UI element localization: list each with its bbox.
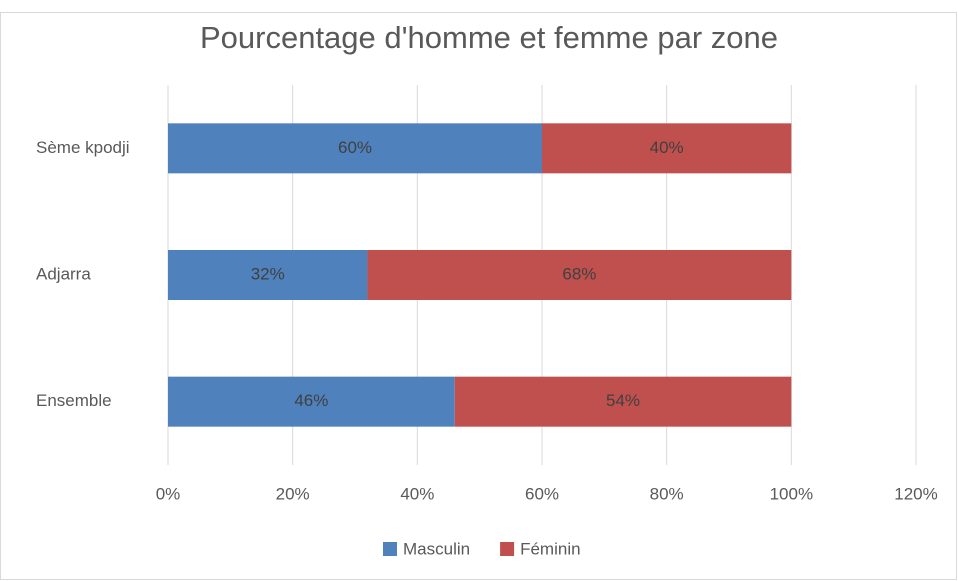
bar: [168, 123, 542, 174]
x-tick-label: 80%: [650, 484, 684, 503]
x-tick-label: 40%: [400, 484, 434, 503]
bar: [168, 250, 368, 300]
data-label: 46%: [294, 391, 328, 410]
data-label: 54%: [606, 391, 640, 410]
legend-label: Masculin: [403, 539, 470, 558]
legend-label: Féminin: [520, 539, 580, 558]
legend-swatch: [500, 542, 515, 556]
bar: [168, 376, 455, 427]
bar: [542, 123, 792, 174]
bar: [367, 250, 792, 300]
data-label: 60%: [338, 138, 372, 157]
legend-swatch: [383, 542, 397, 556]
data-label: 68%: [562, 264, 596, 283]
x-tick-label: 0%: [156, 484, 181, 503]
chart-title: Pourcentage d'homme et femme par zone: [200, 20, 778, 55]
x-tick-label: 100%: [770, 484, 813, 503]
x-tick-label: 120%: [894, 484, 937, 503]
bar: [454, 376, 792, 427]
y-tick-label: Sème kpodji: [36, 138, 130, 157]
data-label: 40%: [650, 138, 684, 157]
x-tick-label: 60%: [525, 484, 559, 503]
y-tick-label: Ensemble: [36, 391, 112, 410]
y-tick-label: Adjarra: [36, 264, 91, 283]
data-label: 32%: [251, 264, 285, 283]
x-tick-label: 20%: [276, 484, 310, 503]
